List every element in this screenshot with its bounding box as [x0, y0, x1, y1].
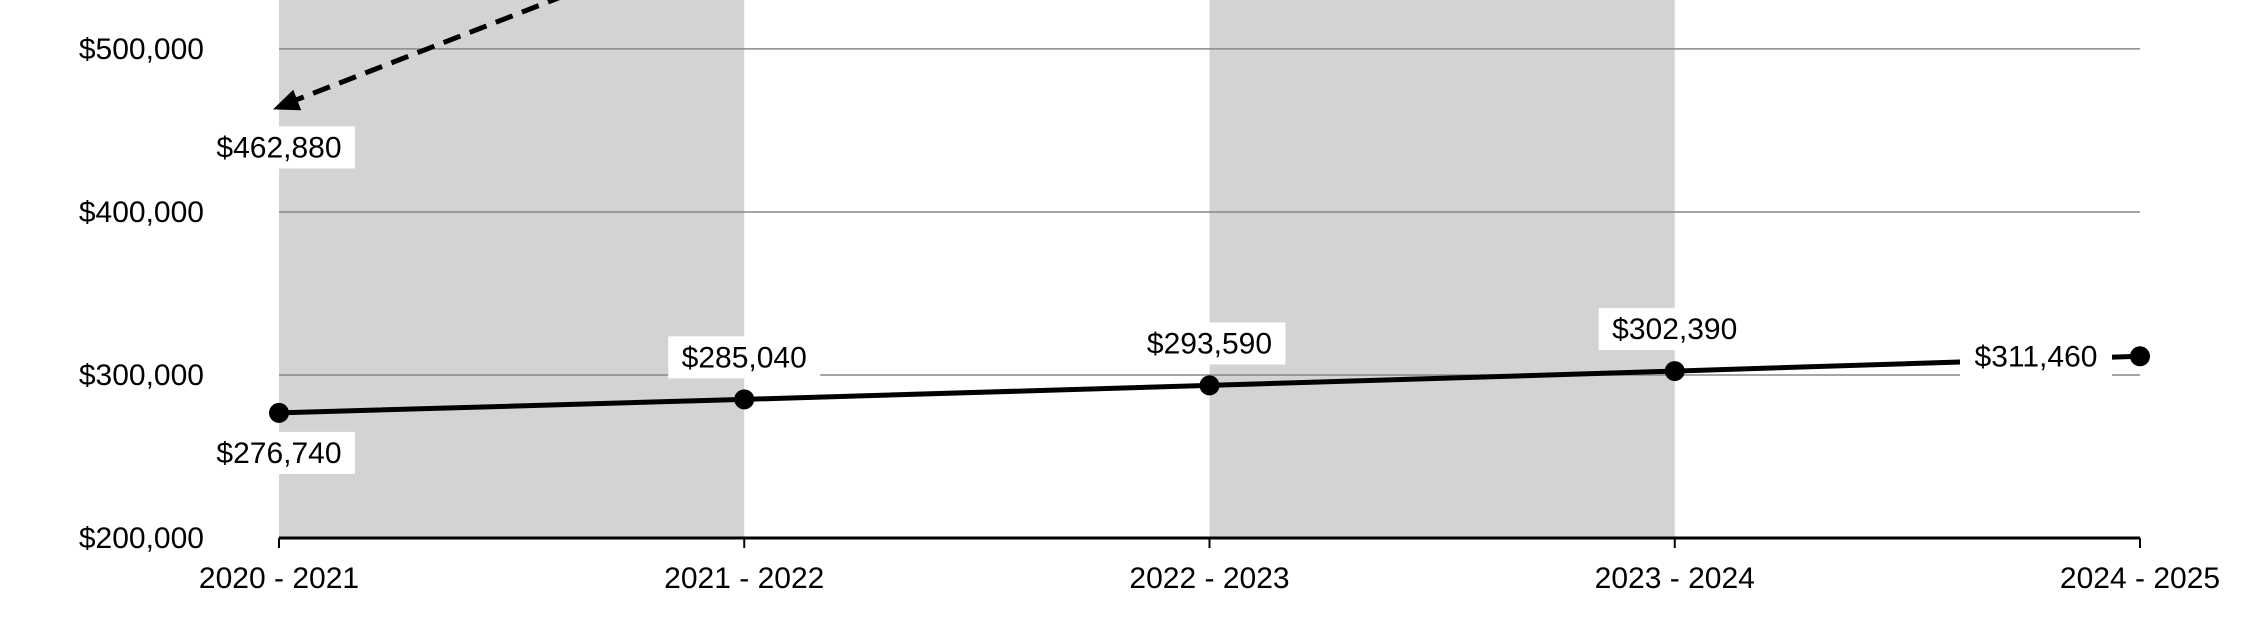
data-label: $302,390 — [1598, 308, 1751, 351]
y-tick-label: $500,000 — [79, 33, 204, 66]
x-tick-label: 2020 - 2021 — [199, 562, 359, 595]
axes — [278, 536, 2141, 548]
data-label-text: $293,590 — [1147, 327, 1272, 360]
shaded-band-2 — [1209, 0, 1675, 538]
data-label: $462,880 — [203, 126, 355, 169]
series-point — [734, 389, 755, 410]
grid-lines — [279, 48, 2140, 376]
x-tick-label: 2023 - 2024 — [1595, 562, 1755, 595]
y-tick-label: $200,000 — [79, 522, 204, 555]
y-tick-label: $400,000 — [79, 196, 204, 229]
data-label: $293,590 — [1133, 322, 1286, 365]
data-label-text: $462,880 — [216, 131, 341, 164]
data-label: $311,460 — [1960, 335, 2112, 378]
x-tick-label: 2022 - 2023 — [1129, 562, 1289, 595]
y-tick-labels: $200,000 $300,000 $400,000 $500,000 — [79, 33, 204, 555]
data-label-text: $311,460 — [1975, 340, 2098, 373]
series-point — [2130, 346, 2150, 367]
y-tick-label: $300,000 — [79, 359, 204, 392]
shaded-bands — [279, 0, 1675, 538]
data-label-text: $302,390 — [1612, 313, 1737, 346]
data-label-bg — [203, 126, 355, 169]
data-label-text: $285,040 — [682, 341, 807, 374]
shaded-band-1 — [279, 0, 745, 538]
data-label-bg — [1133, 322, 1286, 365]
data-label-bg — [1598, 308, 1751, 351]
x-tick-labels: 2020 - 2021 2021 - 2022 2022 - 2023 2023 - … — [199, 562, 2220, 595]
series-arrow-head — [273, 89, 302, 111]
x-tick-label: 2024 - 2025 — [2060, 562, 2220, 595]
data-label-bg — [203, 431, 355, 474]
series-point — [1199, 375, 1220, 396]
data-label-bg — [668, 336, 821, 379]
series-line-dashed — [286, 0, 561, 106]
data-label-text: $276,740 — [216, 437, 341, 470]
series-point — [269, 402, 289, 423]
data-label: $276,740 — [203, 431, 355, 474]
series-point — [1664, 361, 1685, 382]
data-label: $285,040 — [668, 336, 821, 379]
x-tick-label: 2021 - 2022 — [664, 562, 824, 595]
series-layer — [269, 0, 2150, 423]
data-labels: $276,740 $285,040 $293,590 $302,390 $311,460… — [203, 126, 2112, 474]
data-label-bg — [1960, 335, 2112, 378]
